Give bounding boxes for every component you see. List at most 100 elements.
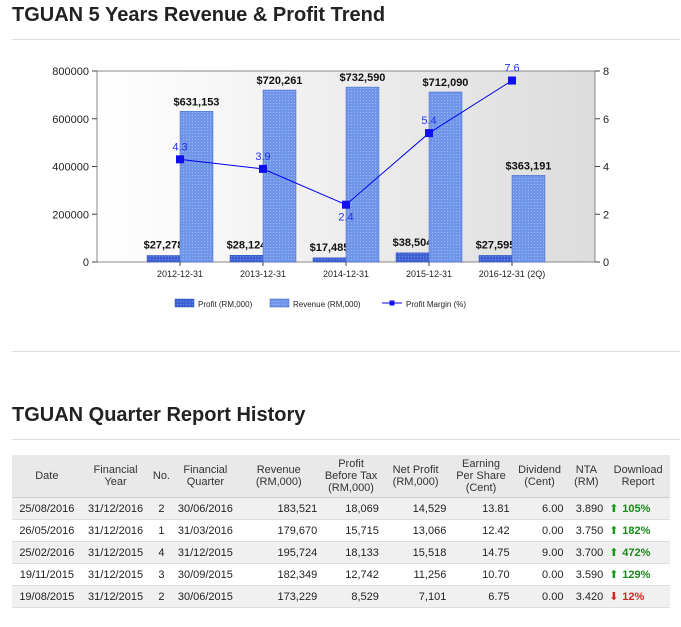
cell-download-report[interactable]: ⬆ 105% — [606, 497, 670, 520]
cell-profit-before-tax: 18,069 — [320, 497, 382, 520]
table-header-row: Date Financial Year No. Financial Quarte… — [12, 455, 670, 498]
cell-net-profit: 11,256 — [381, 563, 450, 586]
profit-margin-point — [508, 76, 516, 85]
arrow-up-icon: ⬆ — [609, 525, 619, 537]
col-nta: NTA (RM) — [566, 455, 607, 498]
col-net-profit: Net Profit (RM,000) — [381, 455, 450, 498]
change-percent[interactable]: 182% — [619, 525, 651, 537]
cell-download-report[interactable]: ⬆ 472% — [606, 541, 670, 564]
arrow-up-icon: ⬆ — [609, 503, 619, 515]
change-percent[interactable]: 105% — [619, 503, 651, 515]
cell-revenue: 182,349 — [237, 563, 321, 586]
y-left-tick-label: 600000 — [52, 114, 89, 126]
cell-date: 19/11/2015 — [12, 563, 82, 586]
cell-financial-year: 31/12/2016 — [81, 519, 150, 542]
arrow-up-icon: ⬆ — [609, 569, 619, 581]
cell-revenue: 183,521 — [237, 497, 321, 520]
profit-margin-label: 2.4 — [338, 212, 353, 224]
cell-dividend: 0.00 — [512, 519, 567, 542]
cell-financial-year: 31/12/2015 — [81, 585, 150, 608]
profit-bar-label: $27,278 — [144, 239, 184, 251]
x-tick-label: 2012-12-31 — [157, 269, 203, 279]
cell-nta: 3.750 — [566, 519, 607, 542]
cell-financial-quarter: 30/06/2016 — [173, 497, 238, 520]
cell-financial-quarter: 30/09/2015 — [173, 563, 238, 586]
cell-eps: 14.75 — [449, 541, 513, 564]
col-financial-year: Financial Year — [81, 455, 150, 498]
profit-bar — [146, 255, 181, 263]
profit-margin-label: 5.4 — [421, 115, 436, 127]
x-tick-label: 2014-12-31 — [323, 269, 369, 279]
revenue-bar-label: $631,153 — [174, 96, 220, 108]
profit-margin-point — [425, 129, 433, 138]
cell-nta: 3.590 — [566, 563, 607, 586]
cell-revenue: 179,670 — [237, 519, 321, 542]
revenue-bar-label: $712,090 — [423, 77, 469, 89]
arrow-up-icon: ⬆ — [609, 547, 619, 559]
revenue-bar — [345, 86, 380, 263]
profit-margin-label: 3.9 — [255, 151, 270, 163]
profit-bar — [229, 255, 264, 263]
revenue-bar-label: $363,191 — [506, 160, 552, 172]
cell-date: 25/02/2016 — [12, 541, 82, 564]
change-percent[interactable]: 12% — [619, 591, 645, 603]
cell-eps: 13.81 — [449, 497, 513, 520]
table-row: 19/08/2015 31/12/2015 2 30/06/2015 173,229 8,… — [12, 585, 670, 608]
revenue-bar-label: $732,590 — [340, 72, 386, 84]
chart-legend: Profit (RM,000) Revenue (RM,000) Profit Ma… — [174, 298, 466, 309]
change-percent[interactable]: 472% — [619, 547, 651, 559]
y-right-tick-label: 8 — [603, 66, 609, 78]
cell-eps: 12.42 — [449, 519, 513, 542]
legend-label: Profit (RM,000) — [198, 300, 253, 309]
cell-no: 2 — [149, 585, 174, 608]
table-row: 25/02/2016 31/12/2015 4 31/12/2015 195,724 18… — [12, 541, 670, 564]
profit-margin-point — [259, 164, 267, 173]
y-left-tick-label: 800000 — [52, 66, 89, 78]
profit-bar-label: $28,124 — [227, 239, 268, 251]
cell-download-report[interactable]: ⬆ 129% — [606, 563, 670, 586]
change-percent[interactable]: 129% — [619, 569, 651, 581]
revenue-bar — [428, 91, 463, 263]
table-row: 26/05/2016 31/12/2016 1 31/03/2016 179,670 15… — [12, 519, 670, 542]
legend-swatch — [174, 298, 195, 308]
y-left-tick-label: 0 — [83, 257, 89, 269]
cell-revenue: 173,229 — [237, 585, 321, 608]
cell-date: 25/08/2016 — [12, 497, 82, 520]
cell-net-profit: 7,101 — [381, 585, 450, 608]
col-revenue: Revenue (RM,000) — [237, 455, 321, 498]
cell-net-profit: 13,066 — [381, 519, 450, 542]
profit-bar-label: $27,595 — [476, 239, 516, 251]
col-dividend: Dividend (Cent) — [512, 455, 567, 498]
profit-bar — [478, 255, 513, 263]
cell-net-profit: 14,529 — [381, 497, 450, 520]
y-left-tick-label: 200000 — [52, 209, 89, 221]
cell-profit-before-tax: 12,742 — [320, 563, 382, 586]
revenue-bar — [179, 111, 214, 263]
cell-download-report[interactable]: ⬆ 182% — [606, 519, 670, 542]
cell-eps: 10.70 — [449, 563, 513, 586]
profit-bar — [312, 257, 347, 263]
chart-heading: TGUAN 5 Years Revenue & Profit Trend — [12, 4, 386, 26]
y-left-tick-label: 400000 — [52, 162, 89, 174]
col-no: No. — [149, 455, 174, 498]
cell-nta: 3.700 — [566, 541, 607, 564]
cell-no: 2 — [149, 497, 174, 520]
profit-margin-label: 7.6 — [504, 63, 519, 75]
cell-revenue: 195,724 — [237, 541, 321, 564]
cell-financial-quarter: 30/06/2015 — [173, 585, 238, 608]
col-profit-before-tax: Profit Before Tax (RM,000) — [320, 455, 382, 498]
cell-profit-before-tax: 18,133 — [320, 541, 382, 564]
cell-eps: 6.75 — [449, 585, 513, 608]
legend-label: Profit Margin (%) — [406, 300, 466, 309]
cell-dividend: 6.00 — [512, 497, 567, 520]
divider — [12, 39, 680, 40]
y-right-tick-label: 2 — [603, 209, 609, 221]
cell-date: 26/05/2016 — [12, 519, 82, 542]
cell-nta: 3.420 — [566, 585, 607, 608]
y-right-tick-label: 0 — [603, 257, 609, 269]
cell-profit-before-tax: 15,715 — [320, 519, 382, 542]
quarter-report-table: Date Financial Year No. Financial Quarte… — [12, 455, 670, 608]
cell-download-report[interactable]: ⬇ 12% — [606, 585, 670, 608]
revenue-profit-chart: 0 200000 400000 600000 800000 0 2 4 6 8 $27,278 $… — [52, 63, 609, 309]
cell-no: 3 — [149, 563, 174, 586]
